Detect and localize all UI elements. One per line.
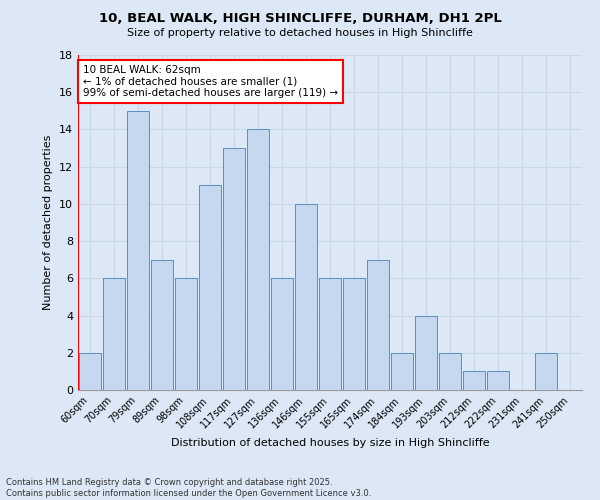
Bar	[223, 148, 245, 390]
Bar	[439, 353, 461, 390]
Bar	[343, 278, 365, 390]
Text: Contains HM Land Registry data © Crown copyright and database right 2025.
Contai: Contains HM Land Registry data © Crown c…	[6, 478, 371, 498]
Bar	[319, 278, 341, 390]
Bar	[295, 204, 317, 390]
Bar	[535, 353, 557, 390]
X-axis label: Distribution of detached houses by size in High Shincliffe: Distribution of detached houses by size …	[170, 438, 490, 448]
Text: 10, BEAL WALK, HIGH SHINCLIFFE, DURHAM, DH1 2PL: 10, BEAL WALK, HIGH SHINCLIFFE, DURHAM, …	[98, 12, 502, 26]
Bar	[415, 316, 437, 390]
Bar	[367, 260, 389, 390]
Bar	[79, 353, 101, 390]
Y-axis label: Number of detached properties: Number of detached properties	[43, 135, 53, 310]
Bar	[487, 372, 509, 390]
Bar	[271, 278, 293, 390]
Bar	[463, 372, 485, 390]
Bar	[103, 278, 125, 390]
Bar	[391, 353, 413, 390]
Text: Size of property relative to detached houses in High Shincliffe: Size of property relative to detached ho…	[127, 28, 473, 38]
Bar	[247, 130, 269, 390]
Bar	[175, 278, 197, 390]
Text: 10 BEAL WALK: 62sqm
← 1% of detached houses are smaller (1)
99% of semi-detached: 10 BEAL WALK: 62sqm ← 1% of detached hou…	[83, 65, 338, 98]
Bar	[127, 111, 149, 390]
Bar	[199, 186, 221, 390]
Bar	[151, 260, 173, 390]
